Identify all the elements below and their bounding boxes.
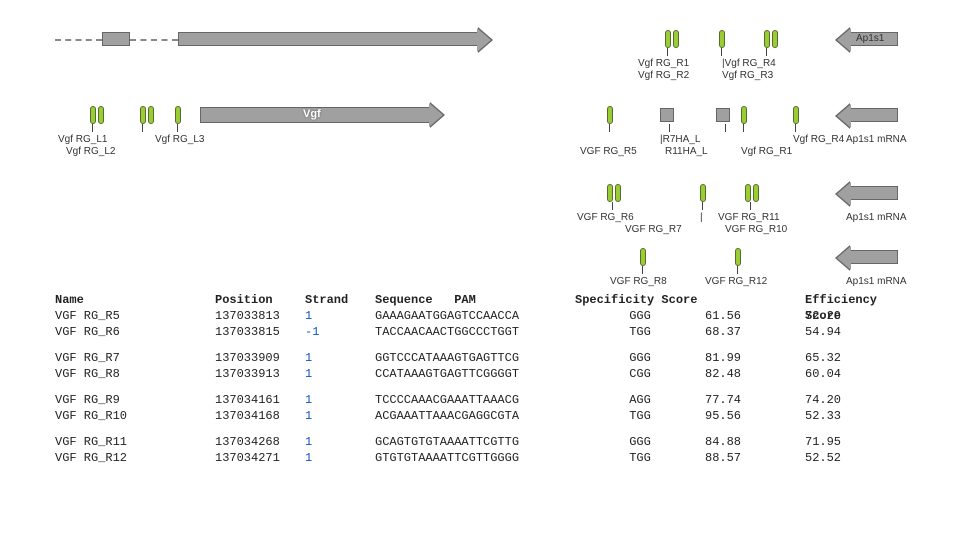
tick bbox=[702, 202, 703, 210]
feature-label: Ap1s1 mRNA bbox=[846, 212, 907, 223]
tick bbox=[642, 266, 643, 274]
feature-label: Ap1s1 mRNA bbox=[846, 134, 907, 145]
feature-label: Vgf RG_L3 bbox=[155, 134, 204, 145]
table-row: VGF RG_R121370342711GTGTGTAAAATTCGTTGGGG… bbox=[55, 450, 905, 466]
feature-label: R11HA_L bbox=[665, 146, 708, 157]
tick bbox=[612, 202, 613, 210]
table-row: VGF RG_R101370341681ACGAAATTAAACGAGGCGTA… bbox=[55, 408, 905, 424]
feature-label: Vgf RG_R2 bbox=[638, 70, 689, 81]
feature-label: VGF RG_R12 bbox=[705, 276, 767, 287]
exon-block bbox=[716, 108, 730, 122]
feature-label: |R7HA_L bbox=[660, 134, 700, 145]
feature-label: VGF RG_R8 bbox=[610, 276, 667, 287]
table-row: VGF RG_R81370339131CCATAAAGTGAGTTCGGGGTC… bbox=[55, 366, 905, 382]
feature-label: Vgf RG_R4 bbox=[793, 134, 844, 145]
feature-label: Vgf RG_R3 bbox=[722, 70, 773, 81]
tick bbox=[743, 124, 744, 132]
intron-dashed bbox=[130, 39, 178, 41]
feature-label: Ap1s1 bbox=[856, 33, 884, 44]
table-row: VGF RG_R51370338131GAAAGAATGGAGTCCAACCAG… bbox=[55, 308, 905, 324]
tick bbox=[669, 124, 670, 132]
tick bbox=[766, 48, 767, 56]
tick bbox=[725, 124, 726, 132]
gene-arrow bbox=[850, 108, 898, 122]
tick bbox=[737, 266, 738, 274]
tick bbox=[795, 124, 796, 132]
feature-label: VGF RG_R6 bbox=[577, 212, 634, 223]
tick bbox=[142, 124, 143, 132]
feature-label: VGF RG_R7 bbox=[625, 224, 682, 235]
vgf-label: Vgf bbox=[303, 108, 321, 120]
table-row: VGF RG_R111370342681GCAGTGTGTAAAATTCGTTG… bbox=[55, 434, 905, 450]
guide-marker bbox=[753, 184, 759, 202]
feature-label: VGF RG_R10 bbox=[725, 224, 787, 235]
tick bbox=[177, 124, 178, 132]
feature-label: Ap1s1 mRNA bbox=[846, 276, 907, 287]
feature-label: | bbox=[700, 212, 703, 223]
guide-marker bbox=[793, 106, 799, 124]
intron-dashed bbox=[55, 39, 102, 41]
guide-marker bbox=[665, 30, 671, 48]
diagram-canvas: Ap1s1Vgf RG_R1Vgf RG_R2|Vgf RG_R4Vgf RG_… bbox=[0, 0, 955, 556]
exon-block bbox=[102, 32, 130, 46]
gene-arrow bbox=[850, 250, 898, 264]
gene-arrow bbox=[178, 32, 478, 46]
feature-label: Vgf RG_R1 bbox=[638, 58, 689, 69]
tick bbox=[609, 124, 610, 132]
tick bbox=[721, 48, 722, 56]
gene-arrow bbox=[850, 186, 898, 200]
guide-marker bbox=[772, 30, 778, 48]
feature-label: |Vgf RG_R4 bbox=[722, 58, 776, 69]
exon-block bbox=[660, 108, 674, 122]
tick bbox=[750, 202, 751, 210]
tick bbox=[92, 124, 93, 132]
tick bbox=[667, 48, 668, 56]
guide-marker bbox=[607, 184, 613, 202]
table-row: VGF RG_R71370339091GGTCCCATAAAGTGAGTTCGG… bbox=[55, 350, 905, 366]
feature-label: VGF RG_R11 bbox=[718, 212, 780, 223]
guide-marker bbox=[615, 184, 621, 202]
guide-marker bbox=[98, 106, 104, 124]
feature-label: Vgf RG_L2 bbox=[66, 146, 115, 157]
guide-marker bbox=[741, 106, 747, 124]
guide-marker bbox=[764, 30, 770, 48]
guide-marker bbox=[745, 184, 751, 202]
guide-marker bbox=[607, 106, 613, 124]
guide-marker bbox=[175, 106, 181, 124]
feature-label: Vgf RG_R1 bbox=[741, 146, 792, 157]
guide-marker bbox=[735, 248, 741, 266]
guide-marker bbox=[90, 106, 96, 124]
table-row: VGF RG_R6137033815-1TACCAACAACTGGCCCTGGT… bbox=[55, 324, 905, 340]
feature-label: Vgf RG_L1 bbox=[58, 134, 107, 145]
guide-table: NamePositionStrandSequence PAMSpecificit… bbox=[55, 292, 905, 466]
guide-marker bbox=[140, 106, 146, 124]
guide-marker bbox=[719, 30, 725, 48]
guide-marker bbox=[673, 30, 679, 48]
guide-marker bbox=[700, 184, 706, 202]
guide-marker bbox=[640, 248, 646, 266]
feature-label: VGF RG_R5 bbox=[580, 146, 637, 157]
guide-marker bbox=[148, 106, 154, 124]
table-row: VGF RG_R91370341611TCCCCAAACGAAATTAAACGA… bbox=[55, 392, 905, 408]
